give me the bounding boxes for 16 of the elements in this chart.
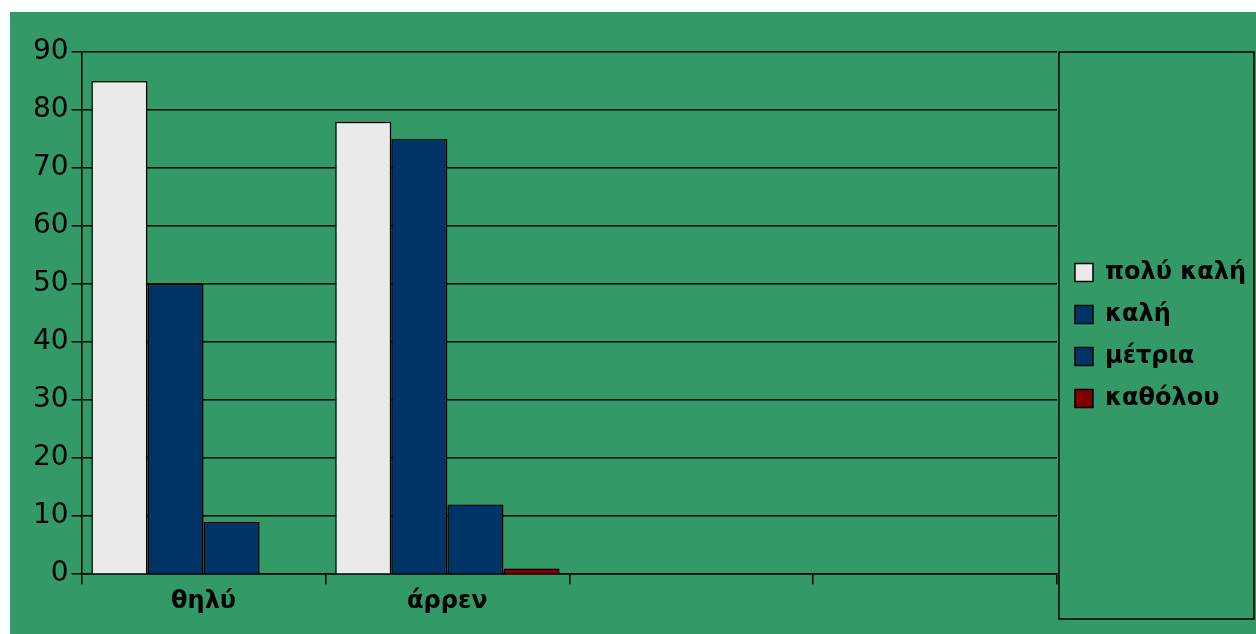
y-tick-label: 50 [32,265,69,299]
legend-label: καλή [1104,298,1171,327]
y-tick-label: 0 [50,555,69,589]
x-tick-label: θηλύ [171,585,237,614]
legend-label: μέτρια [1104,340,1195,369]
y-tick-label: 10 [32,497,69,531]
y-tick-label: 60 [32,207,69,241]
y-tick-label: 40 [32,323,69,357]
x-tick-label: άρρεν [407,585,488,614]
y-tick-label: 30 [32,381,69,415]
y-tick-label: 90 [32,33,69,67]
legend-label: καθόλου [1104,382,1220,411]
y-tick-label: 70 [32,149,69,183]
legend-label: πολύ καλή [1104,256,1247,285]
y-tick-label: 20 [32,439,69,473]
y-tick-label: 80 [32,91,69,125]
